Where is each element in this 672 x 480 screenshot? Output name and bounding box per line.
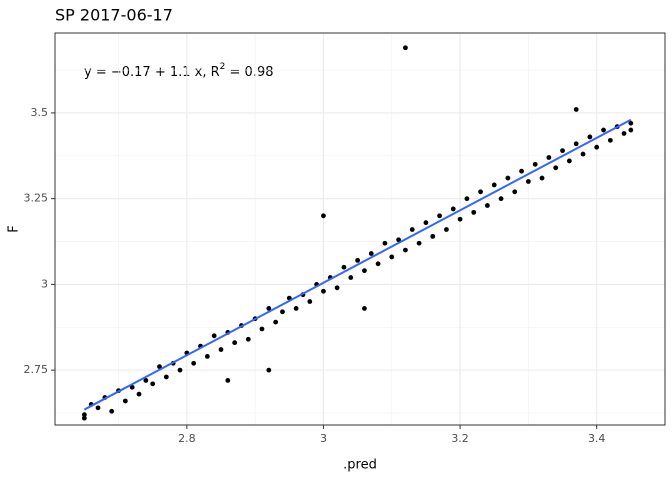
point — [437, 213, 442, 219]
point — [225, 378, 231, 383]
point — [177, 367, 183, 373]
point — [601, 127, 606, 133]
point — [525, 179, 531, 184]
point — [321, 213, 326, 219]
point — [273, 319, 279, 325]
point — [628, 127, 634, 133]
point — [280, 309, 285, 315]
point — [621, 131, 627, 136]
fit-line — [83, 118, 632, 411]
x-tick-label: 3 — [320, 432, 327, 445]
annotation: y = −0.17 + 1.1 x, R2 = 0.98 — [84, 62, 274, 80]
y-axis-title: F — [7, 225, 22, 232]
point — [573, 107, 579, 112]
point — [628, 120, 634, 126]
y-tick-label: 3.25 — [24, 192, 49, 205]
point — [512, 189, 518, 195]
x-axis-title: .pred — [343, 458, 377, 473]
point — [211, 333, 217, 339]
point — [430, 233, 436, 239]
annotation-sup: 2 — [220, 62, 226, 72]
panel-border — [54, 32, 666, 426]
point — [362, 305, 367, 311]
point — [355, 257, 361, 263]
point — [607, 137, 613, 143]
point — [471, 209, 477, 215]
point — [368, 251, 374, 256]
point — [539, 175, 545, 181]
point — [464, 196, 470, 202]
point — [519, 168, 524, 174]
point — [321, 288, 326, 294]
point — [573, 141, 579, 147]
point — [580, 151, 586, 157]
point — [423, 220, 429, 226]
point — [505, 175, 511, 181]
point — [362, 268, 367, 274]
point — [403, 247, 408, 253]
point — [122, 398, 128, 404]
point — [293, 305, 299, 311]
point — [95, 405, 101, 411]
point — [484, 203, 490, 208]
chart-title: SP 2017-06-17 — [55, 6, 173, 25]
point — [553, 165, 559, 171]
point — [143, 378, 149, 383]
point — [334, 285, 340, 291]
point — [416, 240, 422, 246]
point — [136, 391, 142, 397]
point — [232, 340, 238, 346]
x-tick-label: 3.2 — [451, 432, 469, 445]
point — [129, 384, 135, 390]
point — [218, 347, 224, 352]
point — [266, 367, 272, 373]
point — [382, 240, 388, 246]
point — [150, 381, 156, 387]
point — [266, 305, 272, 311]
x-tick-label: 2.8 — [178, 432, 196, 445]
point — [396, 237, 401, 243]
point — [348, 275, 354, 280]
y-tick-label: 3 — [41, 277, 48, 290]
point — [81, 415, 87, 421]
point — [444, 227, 449, 232]
point — [157, 364, 162, 370]
point — [403, 45, 408, 51]
annotation-text: y = −0.17 + 1.1 x, R — [84, 65, 220, 80]
point — [498, 196, 504, 202]
point — [191, 360, 197, 366]
point — [204, 354, 210, 359]
point — [389, 254, 395, 260]
point — [259, 326, 265, 332]
point — [307, 299, 313, 304]
point — [566, 158, 572, 164]
point — [409, 227, 415, 232]
point — [375, 261, 381, 267]
point — [457, 216, 463, 222]
point — [560, 148, 565, 154]
point — [532, 161, 538, 167]
annotation-text: = 0.98 — [225, 65, 273, 80]
point — [491, 182, 497, 188]
point — [450, 206, 456, 212]
point — [163, 374, 169, 380]
y-tick-label: 2.75 — [24, 363, 49, 376]
point — [587, 134, 593, 140]
point — [594, 144, 600, 150]
point — [546, 155, 552, 160]
y-tick-label: 3.5 — [31, 106, 49, 119]
x-tick-label: 3.4 — [588, 432, 606, 445]
point — [478, 189, 483, 195]
point — [245, 336, 251, 342]
point — [109, 408, 115, 414]
point — [81, 412, 87, 418]
point — [341, 264, 347, 270]
